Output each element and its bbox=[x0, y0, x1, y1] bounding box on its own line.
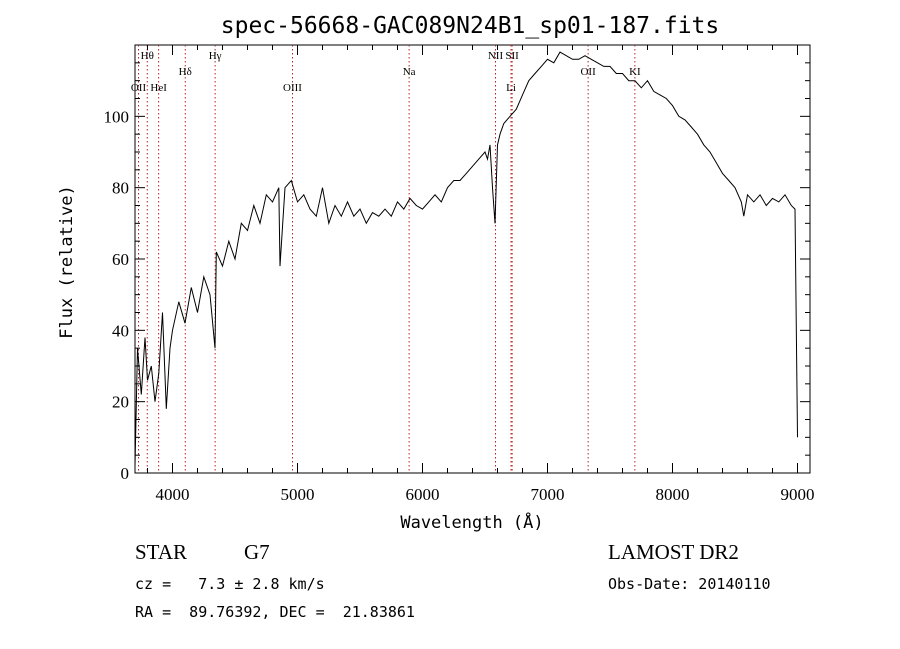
y-tick-label-1: 20 bbox=[112, 393, 129, 412]
plot-frame bbox=[134, 44, 811, 474]
chart-title: spec-56668-GAC089N24B1_sp01-187.fits bbox=[221, 13, 720, 39]
subclass: G7 bbox=[244, 540, 270, 564]
redshift-text: cz = 7.3 ± 2.8 km/s bbox=[135, 575, 325, 593]
line-label-5: OIII bbox=[283, 82, 302, 94]
y-tick-label-4: 80 bbox=[112, 179, 129, 198]
coordinates: RA = 89.76392, DEC = 21.83861 bbox=[135, 603, 415, 621]
x-tick-label-5: 9000 bbox=[781, 485, 815, 504]
object-class: STAR bbox=[135, 540, 187, 564]
line-label-9: Li bbox=[506, 82, 516, 94]
x-tick-label-0: 4000 bbox=[156, 485, 190, 504]
line-markers bbox=[138, 45, 636, 473]
y-tick-label-2: 40 bbox=[112, 321, 129, 340]
x-axis-label: Wavelength (Å) bbox=[400, 511, 543, 533]
line-label-7: NII bbox=[488, 50, 504, 62]
obs-date: Obs-Date: 20140110 bbox=[608, 575, 771, 593]
y-tick-label-5: 100 bbox=[104, 107, 130, 126]
line-label-1: OII bbox=[131, 82, 147, 94]
y-tick-label-3: 60 bbox=[112, 250, 129, 269]
x-tick-label-3: 7000 bbox=[531, 485, 565, 504]
series-group bbox=[134, 51, 798, 466]
line-label-11: KI bbox=[629, 66, 641, 78]
line-label-8: SII bbox=[505, 50, 519, 62]
x-tick-label-4: 8000 bbox=[656, 485, 690, 504]
x-tick-label-1: 5000 bbox=[281, 485, 315, 504]
line-label-4: Hγ bbox=[209, 50, 222, 62]
line-label-3: Hδ bbox=[179, 66, 192, 78]
x-tick-label-2: 6000 bbox=[406, 485, 440, 504]
line-label-10: OII bbox=[580, 66, 596, 78]
axis-ticks: 4000 5000 6000 7000 8000 9000 0 20 40 60 80 100 bbox=[104, 45, 815, 504]
line-label-0: Hθ bbox=[141, 50, 154, 62]
survey-name: LAMOST DR2 bbox=[608, 540, 739, 564]
line-label-6: Na bbox=[403, 66, 416, 78]
flux-series-line-0 bbox=[134, 51, 798, 466]
line-label-2: HeI bbox=[150, 82, 167, 94]
y-tick-label-0: 0 bbox=[121, 464, 130, 483]
y-axis-label: Flux (relative) bbox=[57, 185, 77, 339]
